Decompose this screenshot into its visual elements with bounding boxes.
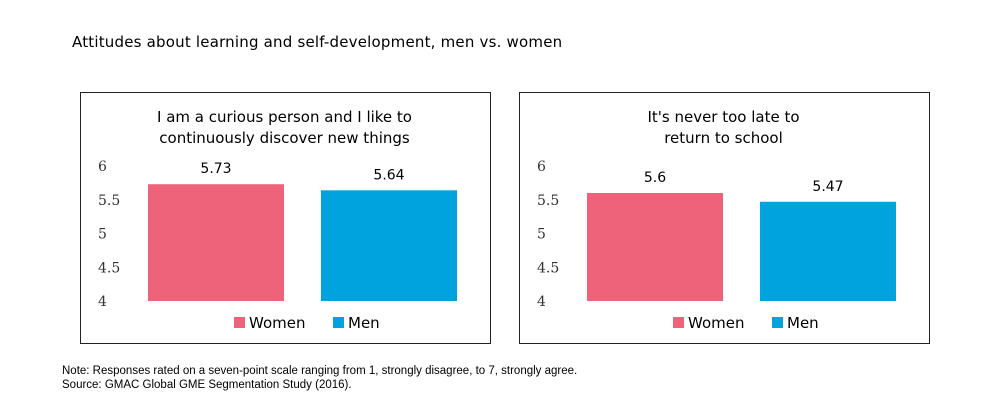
page-title: Attitudes about learning and self-develo… [72, 33, 563, 51]
y-tick-label: 5 [537, 227, 546, 243]
legend-swatch-women [673, 317, 684, 328]
legend-swatch-men [333, 317, 344, 328]
chart-title-line: It's never too late to [647, 108, 799, 126]
legend-swatch-men [772, 317, 783, 328]
y-tick-label: 5 [98, 227, 107, 243]
bar-men [321, 190, 457, 301]
y-tick-label: 6 [98, 159, 107, 175]
chart-svg-curious: I am a curious person and I like to conti… [98, 108, 457, 332]
bar-women [148, 184, 284, 301]
y-tick-label: 5.5 [98, 193, 120, 209]
y-tick-label: 4.5 [98, 260, 120, 276]
chart-svg-school: It's never too late to return to school 4 4… [537, 108, 896, 332]
chart-panel-school: It's never too late to return to school 4 4… [519, 92, 930, 344]
source-note: Source: GMAC Global GME Segmentation Stu… [62, 379, 352, 391]
y-tick-label: 6 [537, 159, 546, 175]
chart-title-line: I am a curious person and I like to [157, 108, 412, 126]
chart-title-line: continuously discover new things [159, 129, 410, 147]
bar-women [587, 193, 723, 301]
bar-men [760, 201, 896, 301]
y-tick-label: 5.5 [537, 193, 559, 209]
y-tick-label: 4 [537, 294, 546, 310]
data-label: 5.73 [200, 161, 231, 177]
legend-label: Women [688, 314, 744, 332]
legend-label: Men [348, 314, 380, 332]
footnote: Note: Responses rated on a seven-point s… [62, 365, 578, 377]
data-label: 5.6 [644, 170, 666, 186]
legend-label: Women [249, 314, 305, 332]
y-tick-label: 4 [98, 294, 107, 310]
data-label: 5.64 [373, 167, 404, 183]
chart-title-line: return to school [664, 129, 783, 147]
y-tick-label: 4.5 [537, 260, 559, 276]
legend-label: Men [787, 314, 819, 332]
chart-panel-curious: I am a curious person and I like to conti… [80, 92, 491, 344]
legend-swatch-women [234, 317, 245, 328]
data-label: 5.47 [812, 179, 843, 195]
